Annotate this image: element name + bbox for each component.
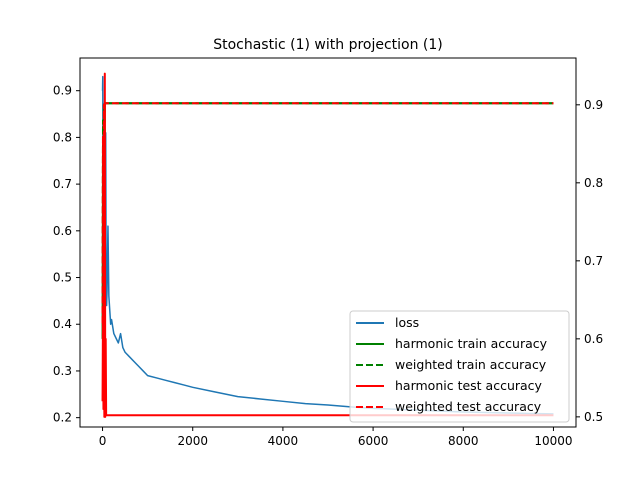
series-line-weighted-test-accuracy — [101, 102, 554, 340]
y-right-tick-label: 0.9 — [584, 98, 603, 112]
y-right-tick-label: 0.8 — [584, 176, 603, 190]
x-tick-label: 10000 — [534, 434, 572, 448]
y-right-tick-label: 0.7 — [584, 254, 603, 268]
x-tick-label: 6000 — [358, 434, 389, 448]
x-tick-label: 8000 — [448, 434, 479, 448]
legend-label: weighted train accuracy — [395, 357, 547, 372]
chart-title: Stochastic (1) with projection (1) — [213, 37, 443, 53]
x-tick-label: 0 — [99, 434, 107, 448]
x-tick-label: 2000 — [177, 434, 208, 448]
series-line-harmonic-test-accuracy — [101, 72, 554, 418]
legend-label: harmonic train accuracy — [395, 336, 548, 351]
y-left-tick-label: 0.4 — [53, 317, 72, 331]
axes: 0 2000 4000 6000 8000 10000 0.2 0.3 0.4 0.5 0.6 0.7… — [53, 57, 603, 448]
y-left-tick-label: 0.7 — [53, 177, 72, 191]
y-left-tick-label: 0.9 — [53, 84, 72, 98]
x-tick-label: 4000 — [268, 434, 299, 448]
y-right-tick-label: 0.6 — [584, 332, 603, 346]
y-left-tick-label: 0.6 — [53, 224, 72, 238]
y-left-tick-label: 0.8 — [53, 130, 72, 144]
legend-label: harmonic test accuracy — [395, 378, 543, 393]
plot-frame — [79, 57, 577, 428]
legend-label: weighted test accuracy — [395, 399, 542, 414]
y-left-tick-label: 0.3 — [53, 364, 72, 378]
y-left-tick-label: 0.5 — [53, 271, 72, 285]
y-right-tick-label: 0.5 — [584, 410, 603, 424]
legend-box — [349, 310, 570, 423]
legend: loss harmonic train accuracy weighted trai… — [349, 310, 570, 423]
legend-label: loss — [395, 315, 419, 330]
y-left-tick-label: 0.2 — [53, 411, 72, 425]
